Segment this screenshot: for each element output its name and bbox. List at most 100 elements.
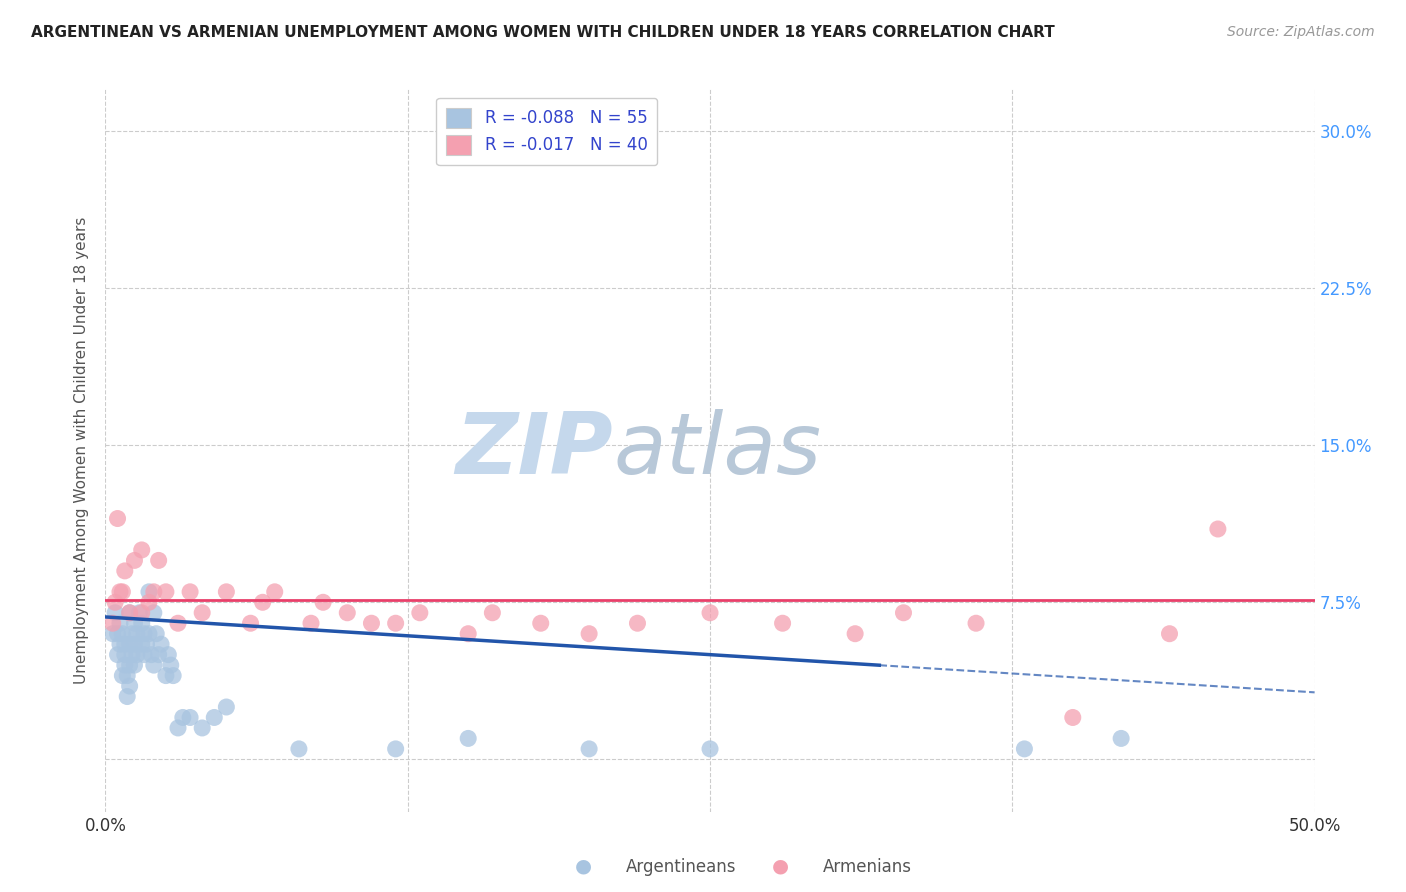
Point xyxy=(142,606,165,620)
Point xyxy=(578,626,600,640)
Point xyxy=(263,584,285,599)
Point xyxy=(360,616,382,631)
Point xyxy=(107,626,129,640)
Point xyxy=(530,616,553,631)
Point xyxy=(111,668,134,682)
Point xyxy=(626,616,648,631)
Point xyxy=(115,668,138,682)
Point xyxy=(134,648,156,662)
Point xyxy=(101,616,124,631)
Point xyxy=(101,626,124,640)
Point xyxy=(336,606,359,620)
Point xyxy=(409,606,432,620)
Point xyxy=(108,584,131,599)
Point xyxy=(121,648,143,662)
Point xyxy=(142,658,165,673)
Text: ●: ● xyxy=(575,857,592,876)
Point xyxy=(111,584,134,599)
Point xyxy=(179,584,201,599)
Point xyxy=(1206,522,1229,536)
Point xyxy=(131,606,153,620)
Point xyxy=(239,616,262,631)
Text: ZIP: ZIP xyxy=(456,409,613,492)
Point xyxy=(114,648,136,662)
Point xyxy=(131,637,153,651)
Point xyxy=(148,648,170,662)
Point xyxy=(157,648,180,662)
Text: ●: ● xyxy=(772,857,789,876)
Point xyxy=(138,595,160,609)
Point xyxy=(124,658,146,673)
Point xyxy=(108,616,131,631)
Point xyxy=(142,584,165,599)
Point xyxy=(114,637,136,651)
Point xyxy=(124,616,146,631)
Point xyxy=(481,606,503,620)
Point xyxy=(172,710,194,724)
Point xyxy=(135,637,157,651)
Point xyxy=(457,626,479,640)
Point xyxy=(125,626,148,640)
Point xyxy=(118,606,141,620)
Point xyxy=(115,690,138,704)
Point xyxy=(145,626,167,640)
Point xyxy=(215,584,238,599)
Point xyxy=(131,543,153,558)
Point xyxy=(131,616,153,631)
Point xyxy=(965,616,987,631)
Point xyxy=(215,700,238,714)
Point xyxy=(104,595,127,609)
Point xyxy=(155,584,177,599)
Point xyxy=(179,710,201,724)
Point xyxy=(107,648,129,662)
Point xyxy=(699,742,721,756)
Point xyxy=(128,606,150,620)
Point xyxy=(121,626,143,640)
Point xyxy=(138,626,160,640)
Point xyxy=(1062,710,1084,724)
Point xyxy=(118,679,141,693)
Point xyxy=(155,668,177,682)
Point xyxy=(1109,731,1132,746)
Point xyxy=(118,606,141,620)
Point xyxy=(384,616,406,631)
Point xyxy=(159,658,181,673)
Point xyxy=(162,668,184,682)
Point xyxy=(167,616,190,631)
Point xyxy=(772,616,794,631)
Point xyxy=(893,606,915,620)
Point xyxy=(457,731,479,746)
Text: ARGENTINEAN VS ARMENIAN UNEMPLOYMENT AMONG WOMEN WITH CHILDREN UNDER 18 YEARS CO: ARGENTINEAN VS ARMENIAN UNEMPLOYMENT AMO… xyxy=(31,25,1054,40)
Point xyxy=(141,648,163,662)
Point xyxy=(111,626,134,640)
Point xyxy=(167,721,190,735)
Point xyxy=(124,553,146,567)
Point xyxy=(104,606,127,620)
Point xyxy=(699,606,721,620)
Point xyxy=(312,595,335,609)
Point xyxy=(108,637,131,651)
Point xyxy=(107,511,129,525)
Point xyxy=(114,658,136,673)
Point xyxy=(299,616,322,631)
Point xyxy=(148,553,170,567)
Point xyxy=(1014,742,1036,756)
Point xyxy=(252,595,274,609)
Text: atlas: atlas xyxy=(613,409,821,492)
Point xyxy=(124,637,146,651)
Point xyxy=(150,637,173,651)
Legend: R = -0.088   N = 55, R = -0.017   N = 40: R = -0.088 N = 55, R = -0.017 N = 40 xyxy=(436,97,658,165)
Point xyxy=(118,658,141,673)
Point xyxy=(134,626,156,640)
Point xyxy=(191,721,214,735)
Text: Source: ZipAtlas.com: Source: ZipAtlas.com xyxy=(1227,25,1375,39)
Point xyxy=(578,742,600,756)
Y-axis label: Unemployment Among Women with Children Under 18 years: Unemployment Among Women with Children U… xyxy=(75,217,90,684)
Point xyxy=(288,742,311,756)
Point xyxy=(202,710,225,724)
Point xyxy=(1159,626,1181,640)
Point xyxy=(125,648,148,662)
Point xyxy=(384,742,406,756)
Text: Argentineans: Argentineans xyxy=(626,858,737,876)
Point xyxy=(114,564,136,578)
